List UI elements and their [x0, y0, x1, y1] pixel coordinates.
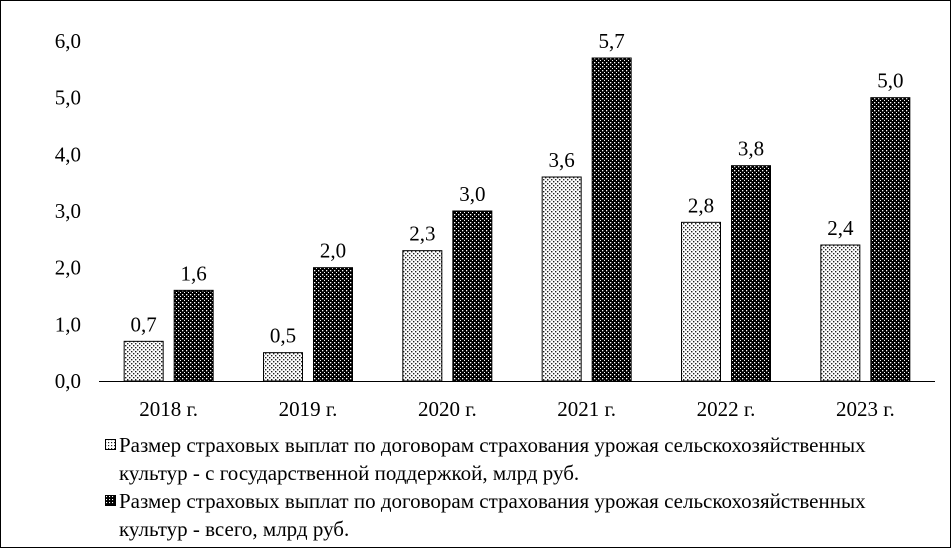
bar-state-support — [541, 176, 582, 382]
y-tick-label: 4,0 — [55, 142, 81, 166]
data-label: 0,5 — [270, 324, 296, 348]
legend-item-total: Размер страховых выплат по договорам стр… — [105, 487, 925, 543]
y-tick-label: 2,0 — [55, 256, 81, 280]
bar-total — [173, 289, 214, 382]
x-tick-label: 2020 г. — [418, 397, 477, 421]
data-label: 3,6 — [549, 148, 575, 172]
bars-group — [123, 57, 911, 382]
y-axis-tick-labels: 0,0 1,0 2,0 3,0 4,0 5,0 6,0 — [55, 29, 81, 393]
data-label: 2,0 — [320, 239, 346, 263]
y-tick-label: 5,0 — [55, 86, 81, 110]
data-label: 3,8 — [738, 137, 764, 161]
bar-total — [731, 165, 771, 382]
y-tick-label: 3,0 — [55, 199, 81, 223]
data-label: 5,7 — [599, 29, 625, 53]
bar-state-support — [820, 244, 861, 382]
data-label: 5,0 — [877, 69, 903, 93]
legend-label-state-support: Размер страховых выплат по договорам стр… — [119, 433, 866, 485]
x-tick-label: 2023 г. — [836, 397, 895, 421]
bar-total — [591, 57, 632, 382]
y-tick-label: 0,0 — [55, 369, 81, 393]
bar-state-support — [681, 221, 721, 382]
x-tick-label: 2019 г. — [279, 397, 338, 421]
data-label: 2,8 — [688, 193, 714, 217]
legend-item-state-support: Размер страховых выплат по договорам стр… — [105, 431, 925, 487]
data-labels-group: 0,7 1,6 0,5 2,0 2,3 3,0 3,6 5,7 2,8 3,8 2,4 5,0 — [131, 29, 904, 348]
data-label: 2,3 — [409, 222, 435, 246]
legend-swatch-dark-icon — [105, 495, 116, 506]
data-label: 3,0 — [459, 182, 485, 206]
x-axis-tick-labels: 2018 г. 2019 г. 2020 г. 2021 г. 2022 г. 2023 … — [139, 397, 894, 421]
legend: Размер страховых выплат по договорам стр… — [105, 431, 925, 543]
bar-state-support — [402, 250, 443, 382]
legend-swatch-light-icon — [105, 439, 116, 450]
y-tick-label: 6,0 — [55, 29, 81, 53]
data-label: 2,4 — [827, 216, 854, 240]
data-label: 1,6 — [181, 261, 207, 285]
data-label: 0,7 — [131, 312, 157, 336]
bar-state-support — [123, 340, 164, 382]
bar-state-support — [263, 352, 303, 382]
x-tick-label: 2021 г. — [557, 397, 616, 421]
y-tick-label: 1,0 — [55, 312, 81, 336]
bar-total — [870, 97, 911, 382]
x-tick-label: 2018 г. — [139, 397, 198, 421]
bar-total — [452, 210, 493, 382]
x-tick-label: 2022 г. — [697, 397, 756, 421]
legend-label-total: Размер страховых выплат по договорам стр… — [119, 489, 866, 541]
bar-total — [313, 267, 353, 382]
